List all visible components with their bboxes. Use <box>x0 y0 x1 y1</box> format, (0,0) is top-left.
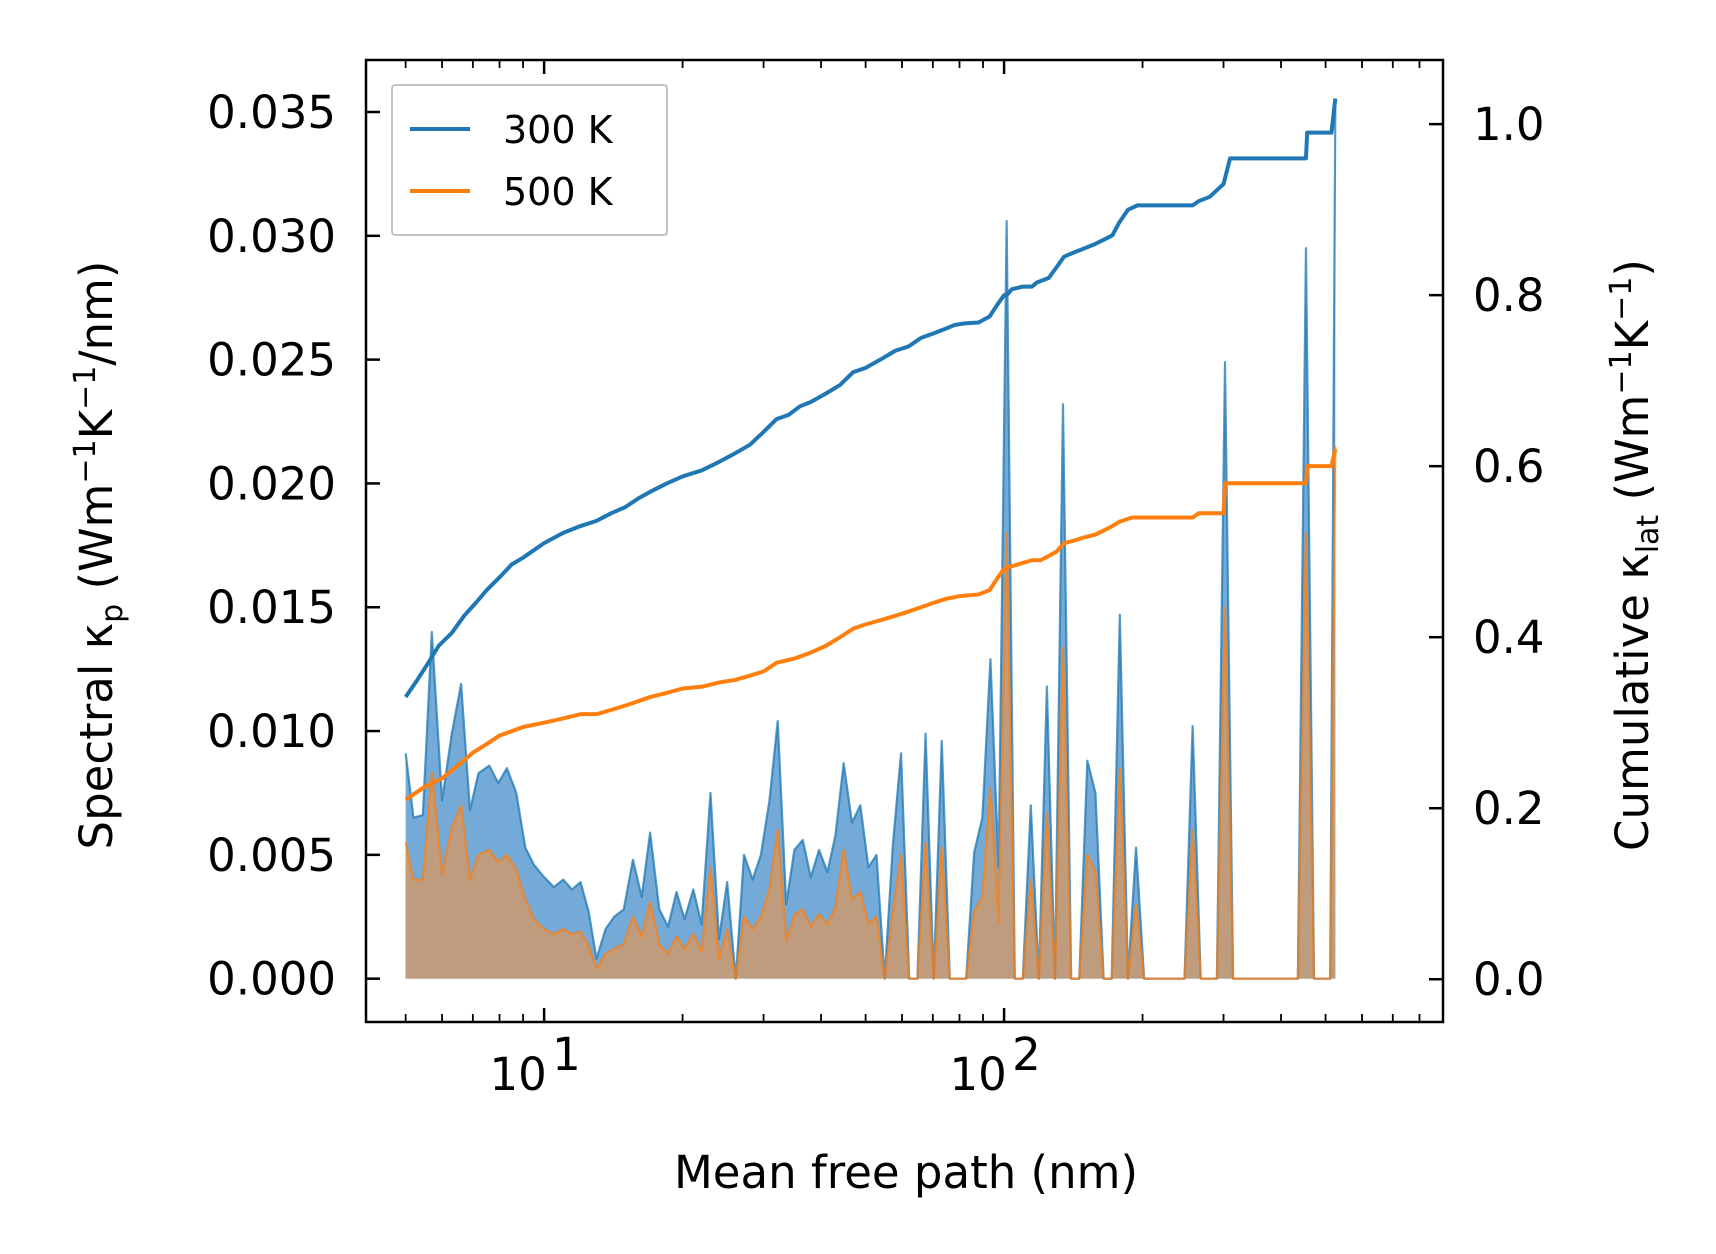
y-axis-title-sub: p <box>95 604 130 623</box>
x-tick-label: 10 <box>489 1048 546 1101</box>
y2-axis-title-unit-close: ) <box>1606 259 1659 277</box>
y-axis-title-unit-close: /nm) <box>70 261 123 366</box>
y2-tick-label: 0.2 <box>1473 782 1545 835</box>
axes: 10 1 10 20.0000.0050.0100.0150.0200.0250.03… <box>207 58 1545 1101</box>
spectral-area-500k <box>405 446 1336 979</box>
y-axis-title-sup1: −1 <box>68 439 103 483</box>
plot-frame <box>364 58 1445 1024</box>
legend: 300 K 500 K <box>391 84 668 236</box>
y-tick-label: 0.005 <box>207 829 336 882</box>
y-axis-title-unit-open: (Wm <box>70 484 123 604</box>
y-tick-label: 0.000 <box>207 953 336 1006</box>
y2-tick-label: 0.4 <box>1473 611 1545 664</box>
legend-box <box>391 84 668 236</box>
y-axis-title: Spectral κp (Wm−1K−1/nm) <box>68 261 130 850</box>
y2-axis-title-unit-open: (Wm <box>1606 395 1659 515</box>
spectral-line-500k <box>404 446 1337 980</box>
y-tick-label: 0.020 <box>207 457 336 510</box>
y-tick-label: 0.035 <box>207 86 336 139</box>
legend-label-300k: 300 K <box>503 108 614 152</box>
y2-axis-title: Cumulative κlat (Wm−1K−1) <box>1604 259 1666 851</box>
y2-axis-title-prefix: Cumulative κ <box>1606 553 1659 851</box>
y2-axis-title-sup1: −1 <box>1604 350 1639 394</box>
x-tick-label: 10 <box>949 1048 1006 1101</box>
y-axis-title-prefix: Spectral κ <box>70 623 123 850</box>
x-axis-title: Mean free path (nm) <box>674 1146 1138 1199</box>
y-tick-label: 0.025 <box>207 334 336 387</box>
x-tick-label-exponent: 1 <box>552 1028 581 1081</box>
legend-label-500k: 500 K <box>503 170 614 214</box>
cumulative-line-300k <box>403 98 1338 699</box>
plot-area <box>403 98 1338 980</box>
y2-tick-label: 0.8 <box>1473 269 1545 322</box>
y2-axis-title-sub: lat <box>1631 515 1666 554</box>
y2-axis-title-mid: K <box>1606 319 1659 350</box>
y2-tick-label: 0.6 <box>1473 440 1545 493</box>
y-tick-label: 0.015 <box>207 581 336 634</box>
data-layer <box>403 98 1338 980</box>
y2-tick-label: 0.0 <box>1473 953 1545 1006</box>
y-axis-title-sup2: −1 <box>68 366 103 410</box>
spectral-line-300k <box>404 107 1337 980</box>
y-axis-title-mid: K <box>70 408 123 439</box>
x-tick-label-exponent: 2 <box>1012 1028 1041 1081</box>
y2-tick-label: 1.0 <box>1473 98 1545 151</box>
y2-axis-title-sup2: −1 <box>1604 277 1639 321</box>
cumulative-line-500k <box>404 448 1338 802</box>
y-tick-label: 0.010 <box>207 705 336 758</box>
y-tick-label: 0.030 <box>207 210 336 263</box>
